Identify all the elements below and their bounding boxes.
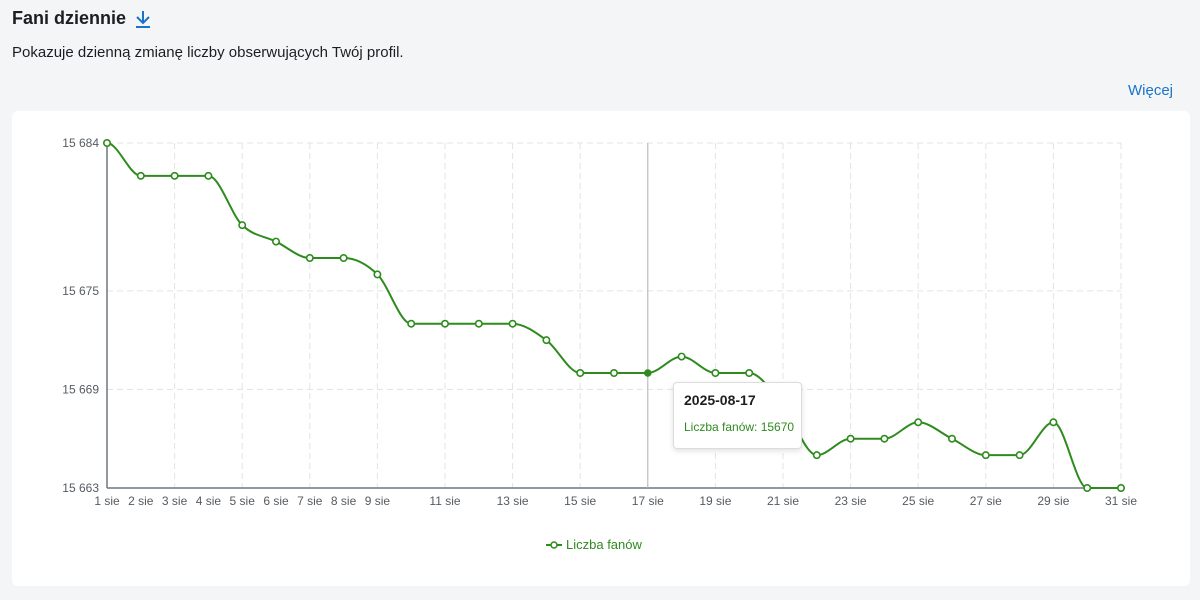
- page-subtitle: Pokazuje dzienną zmianę liczby obserwują…: [12, 44, 404, 61]
- page-title: Fani dziennie: [12, 8, 127, 28]
- chart-tooltip: 2025-08-17 Liczba fanów: 15670: [673, 382, 802, 449]
- more-link[interactable]: Więcej: [1127, 82, 1173, 99]
- legend-marker-icon: [546, 540, 562, 549]
- legend-label: Liczba fanów: [566, 537, 642, 552]
- chart-card: [12, 111, 1190, 586]
- tooltip-date: 2025-08-17: [684, 392, 756, 408]
- download-icon[interactable]: [134, 9, 152, 29]
- tooltip-value: Liczba fanów: 15670: [684, 420, 795, 434]
- header: Fani dziennie: [12, 8, 152, 29]
- legend-item-liczba-fanow[interactable]: Liczba fanów: [546, 537, 642, 552]
